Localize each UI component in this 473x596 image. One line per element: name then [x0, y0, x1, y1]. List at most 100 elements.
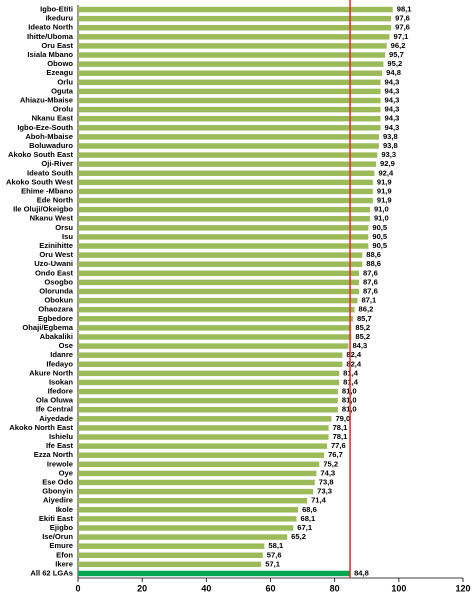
bar — [78, 15, 392, 22]
y-tick-label: Orolu — [53, 105, 74, 114]
bar — [78, 497, 308, 504]
y-tick-label: Efon — [56, 550, 73, 559]
y-tick-label: Igbo-Etiti — [40, 5, 73, 14]
y-tick-label: Ikole — [56, 505, 73, 514]
bar — [78, 88, 381, 95]
value-label: 91,0 — [374, 214, 389, 223]
y-tick-label: Ifedayo — [46, 359, 73, 368]
bar — [78, 243, 369, 249]
value-label: 85,7 — [357, 314, 372, 323]
bar — [78, 452, 325, 458]
y-tick-label: Isokan — [49, 377, 73, 386]
y-tick-label: Orlu — [57, 77, 73, 86]
y-tick-label: Ola Oluwa — [36, 396, 74, 405]
y-tick-label: Akoko South East — [8, 150, 73, 159]
y-tick-label: Ekiti East — [39, 514, 74, 523]
bar — [78, 343, 349, 349]
value-label: 93,8 — [383, 132, 398, 141]
bar — [78, 525, 294, 531]
bar — [78, 306, 355, 313]
bar — [78, 270, 360, 277]
y-tick-label: Ondo East — [35, 268, 73, 277]
value-label: 81,0 — [342, 387, 357, 396]
bar — [78, 416, 332, 422]
value-label: 93,8 — [383, 141, 398, 150]
value-label: 97,6 — [395, 14, 410, 23]
y-tick-label: Obokun — [44, 296, 73, 305]
bar — [78, 534, 288, 540]
y-tick-label: Ife Central — [36, 405, 73, 414]
value-label: 58,1 — [268, 541, 284, 550]
bar — [78, 434, 329, 440]
y-tick-label: Ikeduru — [46, 14, 74, 23]
bar — [78, 261, 363, 267]
value-label: 86,2 — [359, 305, 374, 314]
value-label: 65,2 — [291, 532, 306, 541]
value-label: 92,9 — [380, 159, 395, 168]
y-tick-label: Obowo — [47, 59, 73, 68]
y-tick-label: Ohaozara — [38, 305, 73, 314]
value-label: 76,7 — [328, 450, 343, 459]
value-label: 92,4 — [378, 168, 394, 177]
value-label: 82,4 — [346, 350, 362, 359]
value-label: 91,9 — [377, 196, 392, 205]
value-label: 78,1 — [333, 423, 349, 432]
bar — [78, 170, 375, 176]
value-label: 87,6 — [363, 268, 378, 277]
bar — [78, 79, 381, 86]
y-tick-label: Ehime -Mbano — [21, 186, 73, 195]
y-tick-label: Ishielu — [49, 432, 73, 441]
bar — [78, 461, 320, 468]
y-tick-label: Akoko North East — [9, 423, 73, 432]
y-tick-label: Oye — [59, 468, 73, 477]
value-label: 94,3 — [385, 77, 400, 86]
bar — [78, 134, 379, 140]
bar — [78, 397, 338, 404]
value-label: 95,7 — [389, 50, 404, 59]
bar — [78, 543, 265, 549]
bar — [78, 197, 373, 204]
y-tick-label: Ikere — [55, 559, 73, 568]
y-tick-label: Ihitte/Uboma — [27, 32, 74, 41]
value-label: 68,6 — [302, 505, 317, 514]
y-tick-label: All 62 LGAs — [30, 568, 73, 577]
y-tick-label: Ose — [59, 341, 73, 350]
y-tick-label: Isiala Mbano — [27, 50, 73, 59]
bar — [78, 43, 387, 49]
bar — [78, 407, 338, 413]
value-label: 90,5 — [372, 223, 388, 232]
bar — [78, 470, 317, 477]
value-label: 75,2 — [323, 459, 338, 468]
bar — [78, 97, 381, 104]
value-label: 85,2 — [355, 323, 370, 332]
bar — [78, 479, 315, 486]
bar — [78, 443, 327, 449]
y-tick-label: Irewole — [47, 459, 73, 468]
y-tick-label: Ejigbo — [50, 523, 74, 532]
value-label: 93,3 — [381, 150, 396, 159]
y-tick-label: Ohaji/Egbema — [22, 323, 73, 332]
bar — [78, 152, 378, 158]
value-label: 91,9 — [377, 186, 392, 195]
bar — [78, 252, 363, 258]
y-tick-label: Ile Oluji/Okeigbo — [13, 205, 73, 214]
bar — [78, 106, 381, 113]
bar — [78, 352, 343, 358]
y-tick-label: Uzo-Uwani — [34, 259, 73, 268]
bar — [78, 52, 386, 58]
y-tick-label: Aiyedire — [43, 496, 73, 505]
y-tick-label: Akoko South West — [6, 177, 73, 186]
value-label: 73,8 — [319, 478, 334, 487]
y-tick-label: Ede North — [37, 196, 74, 205]
y-tick-label: Boluwaduro — [29, 141, 73, 150]
bar — [78, 334, 352, 340]
x-tick-label: 120 — [455, 583, 470, 593]
value-label: 84,8 — [354, 568, 369, 577]
y-tick-label: Idanre — [50, 350, 73, 359]
bar — [78, 143, 379, 149]
y-tick-label: Oji-River — [41, 159, 73, 168]
value-label: 97,1 — [394, 32, 410, 41]
y-tick-label: Ideato North — [28, 23, 73, 32]
y-tick-label: Osogbo — [44, 277, 73, 286]
